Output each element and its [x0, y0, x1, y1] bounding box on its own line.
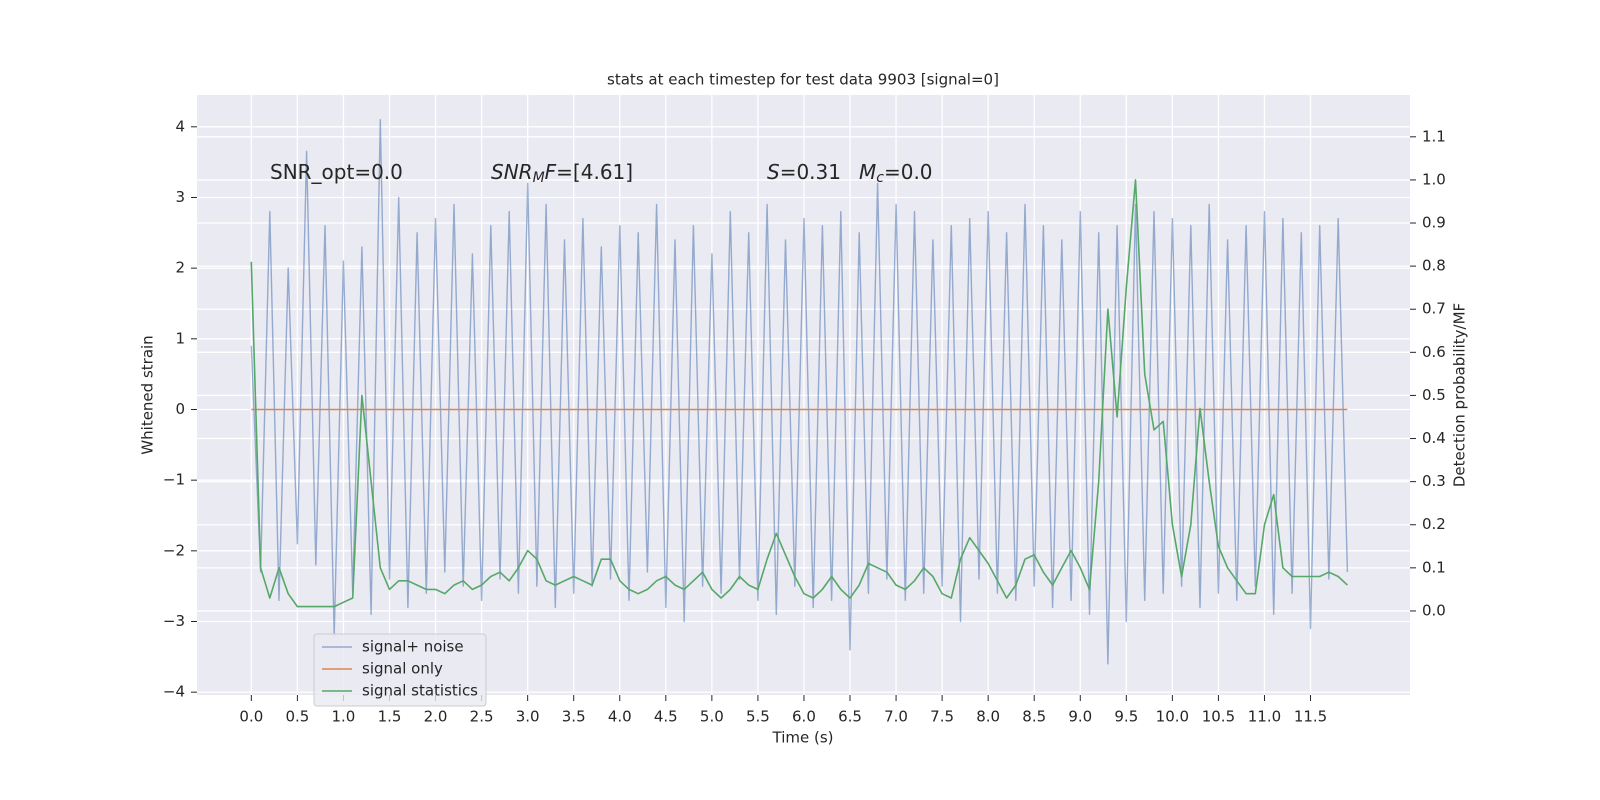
- annotation-part: M: [859, 160, 876, 184]
- legend-box: [313, 633, 487, 707]
- legend-label: signal statistics: [362, 682, 478, 700]
- x-tick-label: 4.0: [608, 708, 632, 726]
- y2-tick-label: 0.9: [1422, 214, 1446, 232]
- x-tick-label: 3.0: [516, 708, 540, 726]
- y2-tick-label: 1.1: [1422, 127, 1446, 145]
- x-tick-label: 10.0: [1156, 708, 1189, 726]
- y2-tick-label: 1.0: [1422, 170, 1446, 188]
- series-line: [250, 118, 1349, 665]
- y2-tick-label: 0.8: [1422, 257, 1446, 275]
- x-tick-label: 4.5: [654, 708, 678, 726]
- y-tick-label: 1: [175, 329, 185, 347]
- legend-label: signal only: [362, 660, 443, 678]
- x-tick-label: 0.0: [239, 708, 263, 726]
- x-tick-label: 7.0: [884, 708, 908, 726]
- annotation: SNR_opt=0.0: [270, 160, 403, 184]
- annotation-part: F: [545, 160, 557, 184]
- x-tick-label: 0.5: [285, 708, 309, 726]
- x-tick-label: 2.0: [424, 708, 448, 726]
- y2-tick-label: 0.2: [1422, 515, 1446, 533]
- annotation-part: =[4.61]: [556, 160, 633, 184]
- x-tick-label: 6.5: [838, 708, 862, 726]
- x-tick-label: 6.0: [792, 708, 816, 726]
- annotation: Mc=0.0: [859, 160, 933, 187]
- annotation-part: M: [533, 170, 545, 186]
- y2-axis-label: Detection probability/MF: [1451, 303, 1469, 487]
- y2-tick-label: 0.3: [1422, 472, 1446, 490]
- x-tick-label: 11.5: [1294, 708, 1327, 726]
- x-tick-label: 11.0: [1248, 708, 1281, 726]
- y-tick-label: 4: [175, 117, 185, 135]
- annotation-part: S: [767, 160, 780, 184]
- annotation: S=0.31: [767, 160, 841, 184]
- y2-tick-label: 0.5: [1422, 386, 1446, 404]
- annotation-part: =0.0: [884, 160, 933, 184]
- annotation-part: SNR_opt=0.0: [270, 160, 403, 184]
- y-tick-label: 3: [175, 188, 185, 206]
- x-tick-label: 5.5: [746, 708, 770, 726]
- x-tick-label: 5.0: [700, 708, 724, 726]
- annotation-part: c: [876, 170, 884, 186]
- y2-tick-label: 0.6: [1422, 343, 1446, 361]
- x-tick-label: 9.5: [1114, 708, 1138, 726]
- y-tick-label: −4: [163, 683, 185, 701]
- chart-title: stats at each timestep for test data 990…: [607, 71, 999, 89]
- x-tick-label: 2.5: [470, 708, 494, 726]
- x-tick-label: 10.5: [1202, 708, 1235, 726]
- annotation: SNRMF=[4.61]: [491, 160, 633, 187]
- y2-tick-label: 0.1: [1422, 558, 1446, 576]
- x-tick-label: 1.0: [332, 708, 356, 726]
- annotation-part: =0.31: [780, 160, 841, 184]
- x-tick-label: 3.5: [562, 708, 586, 726]
- x-tick-label: 9.0: [1068, 708, 1092, 726]
- y-tick-label: −2: [163, 541, 185, 559]
- y-tick-label: −3: [163, 612, 185, 630]
- y-axis-label: Whitened strain: [139, 335, 157, 454]
- x-axis-label: Time (s): [772, 729, 834, 747]
- y-tick-label: 2: [175, 259, 185, 277]
- legend-label: signal+ noise: [362, 638, 464, 656]
- y-tick-label: 0: [175, 400, 185, 418]
- x-tick-label: 1.5: [378, 708, 402, 726]
- series-line: [250, 179, 1348, 608]
- y2-tick-label: 0.7: [1422, 300, 1446, 318]
- x-tick-label: 7.5: [930, 708, 954, 726]
- y2-tick-label: 0.0: [1422, 601, 1446, 619]
- y2-tick-label: 0.4: [1422, 429, 1446, 447]
- annotation-part: SNR: [491, 160, 533, 184]
- x-tick-label: 8.5: [1022, 708, 1046, 726]
- y-tick-label: −1: [163, 471, 185, 489]
- x-tick-label: 8.0: [976, 708, 1000, 726]
